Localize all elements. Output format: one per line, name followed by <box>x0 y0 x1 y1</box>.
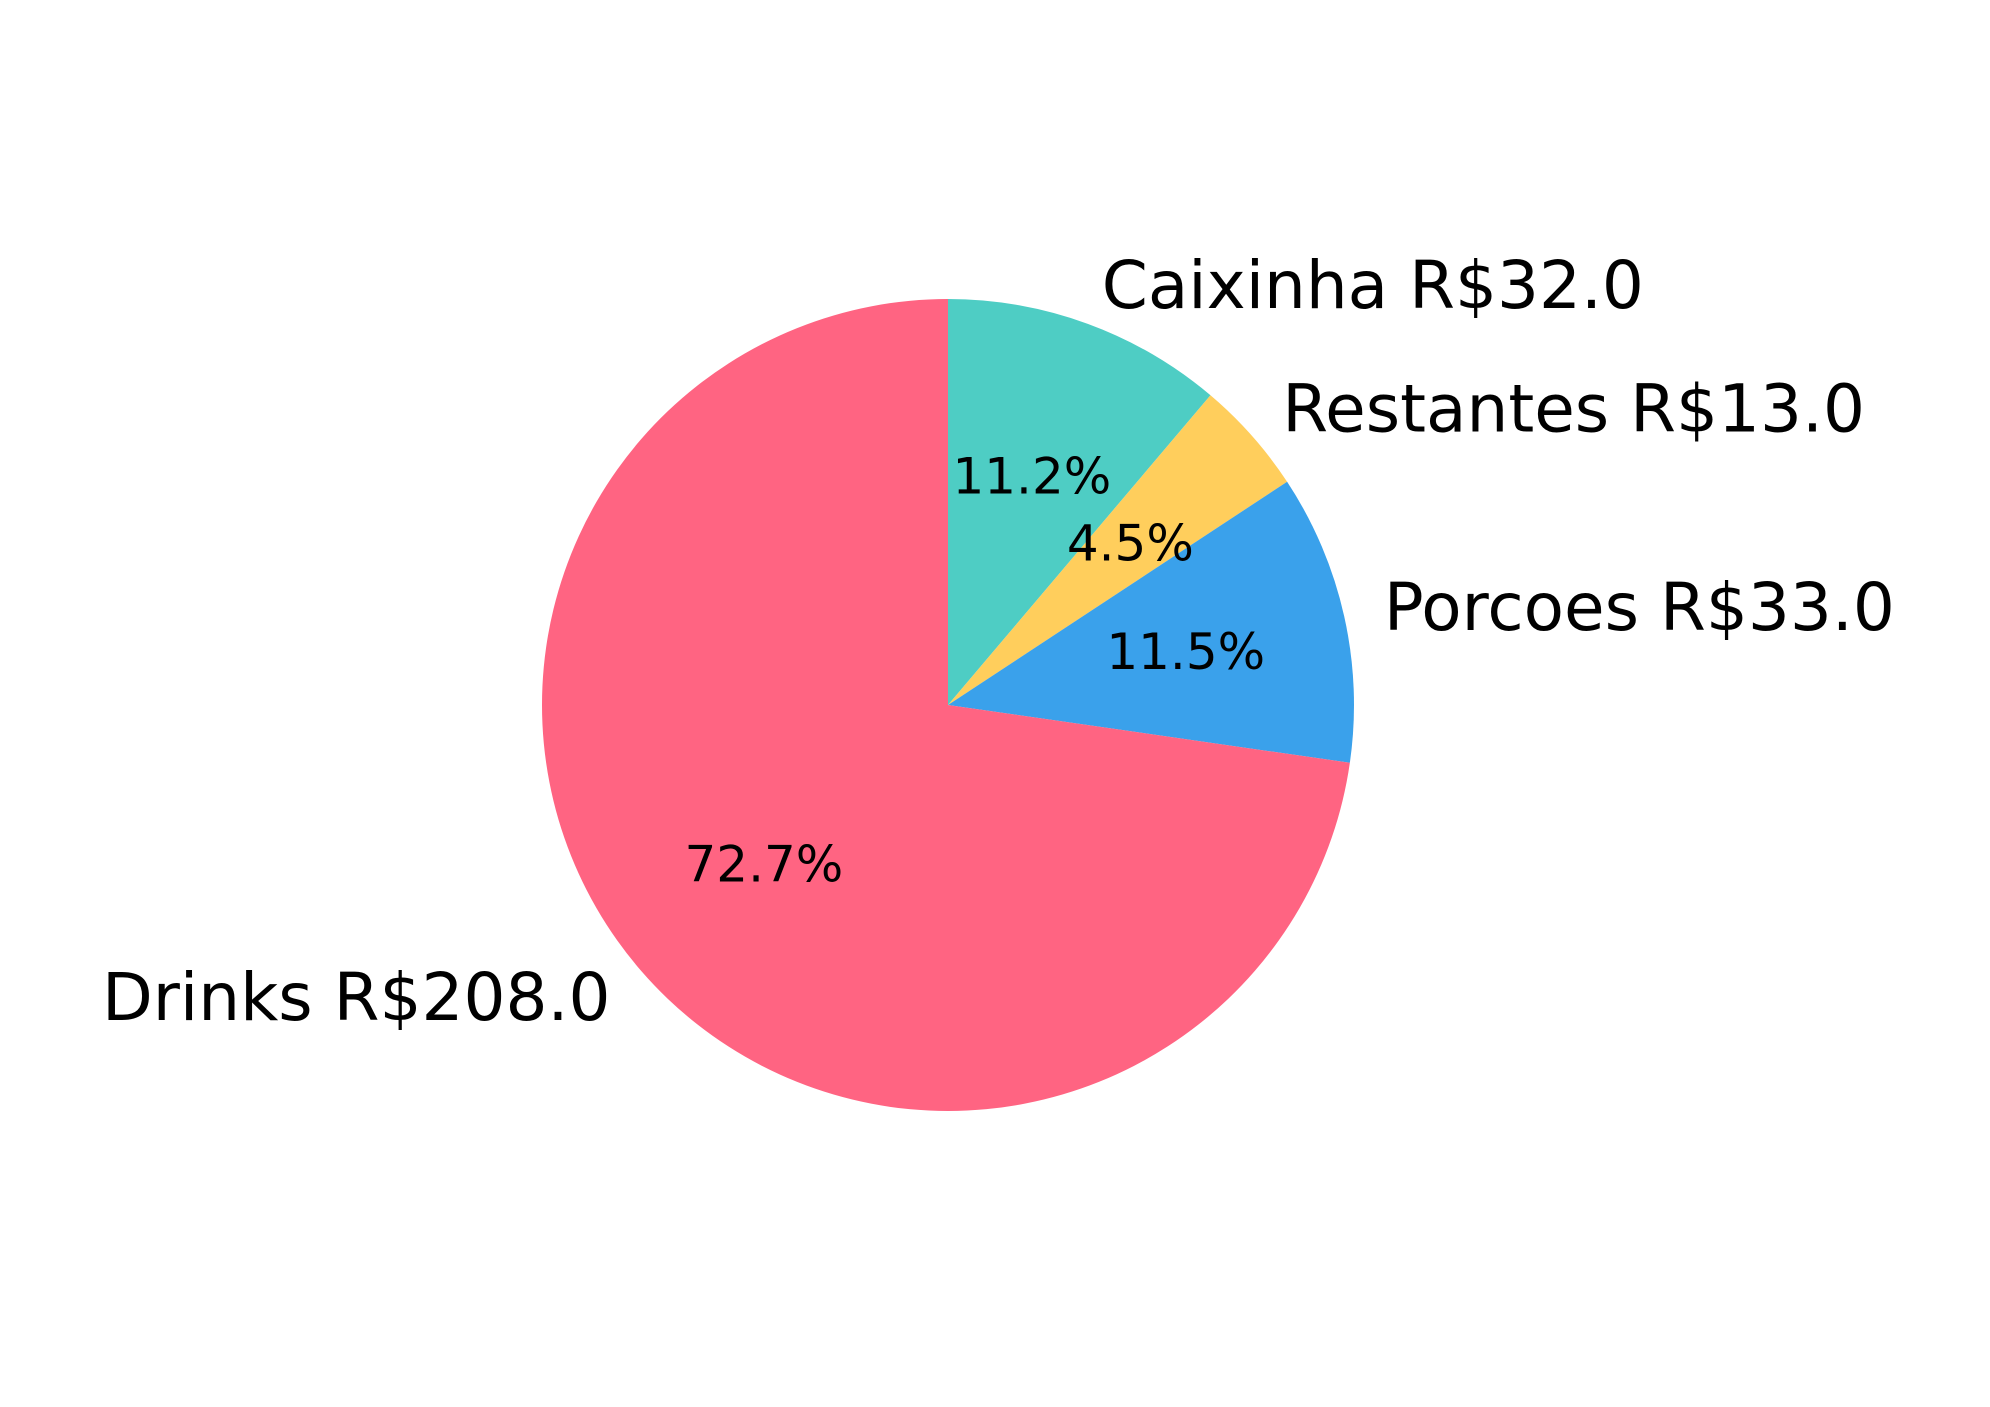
pct-label-restantes: 4.5% <box>1067 514 1194 572</box>
slice-label-porcoes: Porcoes R$33.0 <box>1384 569 1895 646</box>
slice-label-restantes: Restantes R$13.0 <box>1282 370 1865 447</box>
pie-slice-restantes <box>948 395 1288 705</box>
pct-label-porcoes: 11.5% <box>1106 623 1265 681</box>
pie-slice-porcoes <box>948 481 1354 763</box>
slice-label-drinks: Drinks R$208.0 <box>102 959 611 1036</box>
pct-label-drinks: 72.7% <box>684 836 843 894</box>
pie-slices <box>542 299 1354 1111</box>
pie-category-labels: Caixinha R$32.0 Restantes R$13.0 Porcoes R… <box>102 247 1895 1036</box>
pie-slice-drinks <box>542 299 1350 1111</box>
pie-slice-caixinha <box>948 299 1211 705</box>
slice-label-caixinha: Caixinha R$32.0 <box>1102 247 1644 324</box>
pct-label-caixinha: 11.2% <box>952 447 1111 505</box>
pie-percentage-labels: 11.2% 4.5% 11.5% 72.7% <box>684 447 1265 893</box>
